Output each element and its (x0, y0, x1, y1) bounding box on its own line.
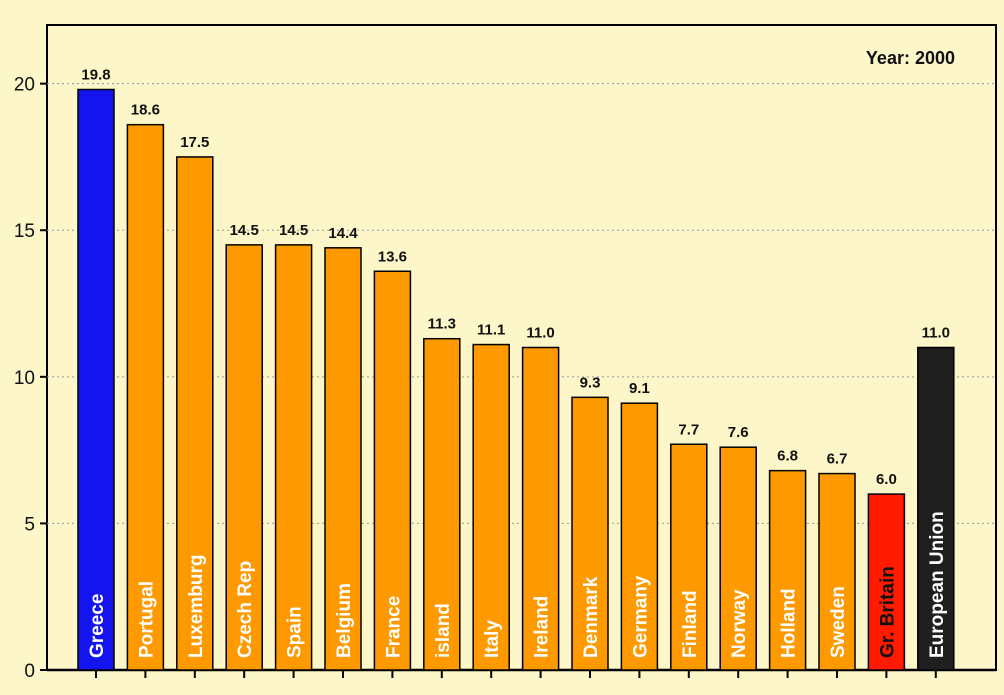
bar-group: 19.8 Greece (77, 67, 115, 678)
data-label: 14.5 (279, 222, 308, 239)
category-label: Italy (482, 620, 503, 658)
y-tick-label: 0 (24, 661, 35, 682)
data-label: 6.0 (876, 471, 897, 488)
bar-group: 7.7 Finland (670, 421, 708, 678)
bar-group: 6.7 Sweden (818, 451, 856, 678)
bar (917, 346, 955, 671)
category-label: Portugal (136, 581, 157, 658)
category-label: Norway (729, 589, 750, 658)
category-label: Denmark (581, 576, 602, 658)
bar-group: 6.8 Holland (768, 448, 807, 678)
data-label: 13.6 (378, 248, 407, 265)
bar (670, 443, 708, 671)
bar-group: 11.0 Ireland (521, 325, 560, 678)
data-label: 9.1 (629, 380, 650, 397)
bar (719, 446, 757, 671)
bar-group: 7.6 Norway (719, 424, 757, 678)
bar (274, 244, 313, 671)
year-annotation: Year: 2000 (866, 48, 955, 68)
data-label: 6.7 (827, 451, 848, 468)
category-label: Czech Rep (235, 561, 256, 658)
category-label: Greece (87, 594, 108, 658)
data-label: 19.8 (81, 67, 110, 84)
bar-group: 9.3 Denmark (571, 374, 609, 678)
category-label: Germany (630, 575, 651, 658)
bar-group: 11.3 island (423, 316, 461, 678)
category-label: Holland (779, 588, 800, 658)
bar-group: 17.5 Luxemburg (176, 134, 214, 678)
y-tick-label: 5 (24, 514, 35, 535)
data-label: 11.3 (428, 316, 456, 333)
bar (521, 346, 560, 671)
data-label: 7.6 (728, 424, 749, 441)
bar-group: 18.6 Portugal (126, 102, 165, 678)
bar (77, 88, 115, 671)
data-label: 18.6 (131, 102, 160, 119)
bar-group: 11.0 European Union (917, 325, 955, 678)
bar (373, 270, 412, 671)
category-label: France (383, 596, 404, 658)
bar-group: 6.0 Gr. Britain (867, 471, 906, 678)
data-label: 11.0 (922, 325, 950, 342)
bar-group: 14.5 Spain (274, 222, 313, 678)
y-tick-label: 15 (14, 221, 35, 242)
data-label: 14.5 (230, 222, 259, 239)
category-label: Finland (680, 590, 701, 658)
bar (620, 402, 659, 671)
bar-group: 11.1 Italy (472, 322, 510, 678)
category-label: Sweden (828, 586, 849, 658)
bar (472, 343, 510, 671)
bar (768, 469, 807, 671)
category-label: Belgium (334, 583, 355, 658)
bar (867, 493, 906, 671)
category-label: island (433, 603, 454, 658)
data-label: 6.8 (777, 448, 798, 465)
bars: 19.8 Greece 18.6 Portugal 17.5 Luxemburg 14.5 C… (77, 67, 955, 678)
bar (225, 244, 263, 671)
data-label: 14.4 (328, 225, 358, 242)
data-label: 9.3 (580, 374, 601, 391)
y-tick-label: 20 (14, 75, 35, 96)
bar-group: 14.5 Czech Rep (225, 222, 263, 678)
data-label: 7.7 (678, 421, 699, 438)
bar-group: 14.4 Belgium (324, 225, 362, 678)
data-label: 11.1 (477, 322, 505, 339)
category-label: European Union (927, 511, 948, 658)
category-label: Gr. Britain (877, 566, 898, 658)
category-label: Ireland (532, 596, 553, 658)
category-label: Spain (285, 606, 306, 658)
data-label: 11.0 (526, 325, 554, 342)
y-tick-label: 10 (14, 368, 35, 389)
bar (423, 337, 461, 671)
category-label: Luxemburg (186, 555, 207, 658)
bar-group: 9.1 Germany (620, 380, 659, 678)
bar-group: 13.6 France (373, 248, 412, 678)
data-label: 17.5 (180, 134, 209, 151)
